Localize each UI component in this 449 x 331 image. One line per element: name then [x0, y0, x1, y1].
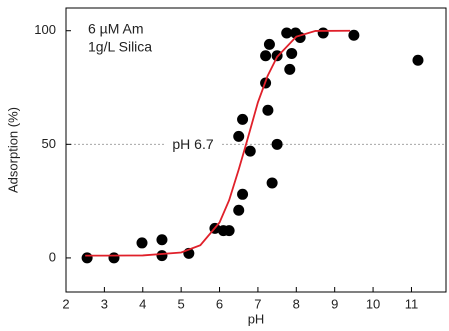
annotation: 1g/L Silica [88, 39, 152, 55]
data-point [237, 188, 249, 200]
y-tick-label: 100 [34, 22, 56, 37]
data-point [266, 177, 278, 189]
data-point [233, 130, 245, 142]
y-tick-label: 50 [42, 136, 56, 151]
reference-label: pH 6.7 [172, 136, 213, 152]
data-point [412, 54, 424, 66]
data-point [156, 250, 168, 262]
data-point [108, 252, 120, 264]
x-tick-label: 2 [62, 296, 69, 311]
data-point [263, 38, 275, 50]
x-axis-label: pH [248, 311, 265, 326]
x-tick-label: 11 [405, 296, 419, 311]
annotation: 6 µM Am [88, 21, 144, 37]
data-point [156, 234, 168, 246]
plot-frame [65, 7, 447, 293]
data-point [136, 237, 148, 249]
data-point [233, 204, 245, 216]
x-tick-label: 8 [293, 296, 300, 311]
x-tick-label: 4 [139, 296, 146, 311]
data-point [262, 104, 274, 116]
x-tick-label: 6 [216, 296, 223, 311]
data-point [286, 47, 298, 59]
data-point [317, 27, 329, 39]
data-point [281, 27, 293, 39]
label-background [164, 135, 222, 154]
x-tick-label: 10 [366, 296, 380, 311]
x-tick-label: 5 [178, 296, 185, 311]
data-point [260, 50, 272, 62]
x-tick-label: 9 [331, 296, 338, 311]
y-tick-label: 0 [49, 249, 56, 264]
data-point [284, 63, 296, 75]
data-point [271, 138, 283, 150]
data-point [223, 225, 235, 237]
data-point [244, 145, 256, 157]
x-tick-label: 7 [254, 296, 261, 311]
y-axis-label: Adsorption (%) [5, 107, 20, 193]
data-point [237, 113, 249, 125]
data-point [348, 29, 360, 41]
x-tick-label: 3 [101, 296, 108, 311]
data-point [81, 252, 93, 264]
fit-curve [85, 29, 351, 257]
